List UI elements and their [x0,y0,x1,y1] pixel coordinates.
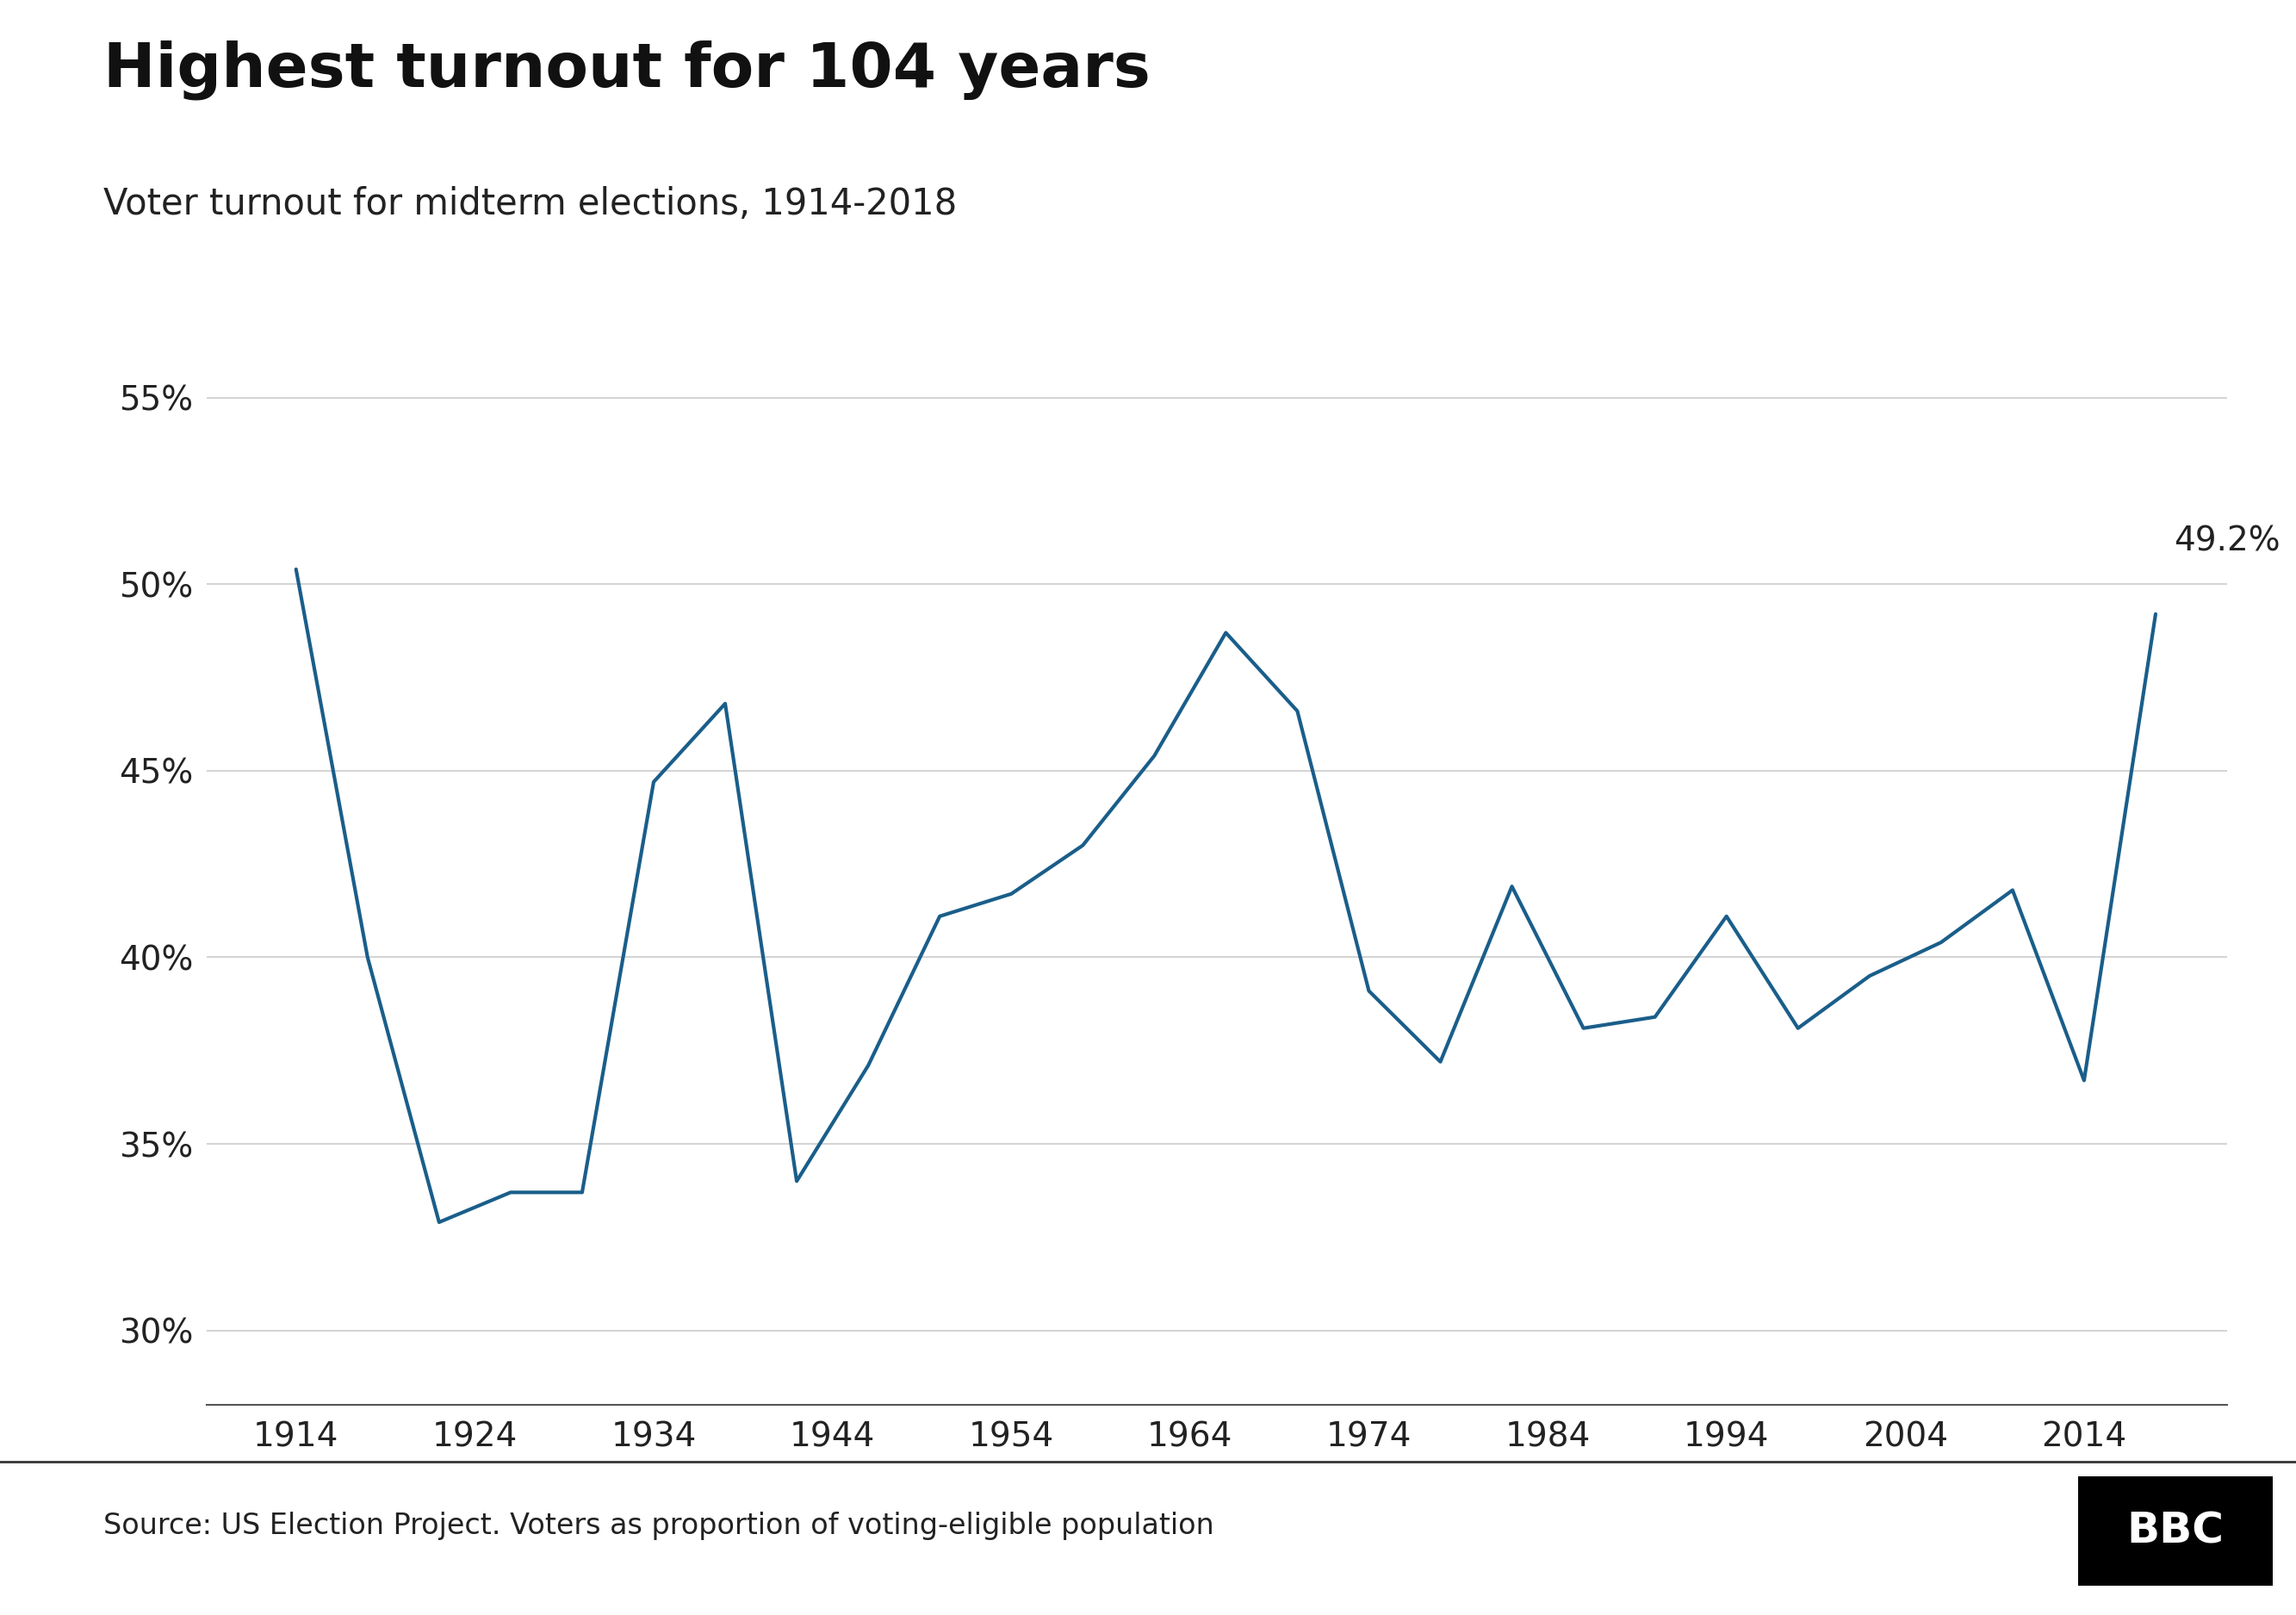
Text: Source: US Election Project. Voters as proportion of voting-eligible population: Source: US Election Project. Voters as p… [103,1512,1215,1541]
Text: 49.2%: 49.2% [2174,525,2280,559]
Text: BBC: BBC [2126,1510,2225,1552]
Text: Highest turnout for 104 years: Highest turnout for 104 years [103,40,1150,100]
Text: Voter turnout for midterm elections, 1914-2018: Voter turnout for midterm elections, 191… [103,186,957,221]
